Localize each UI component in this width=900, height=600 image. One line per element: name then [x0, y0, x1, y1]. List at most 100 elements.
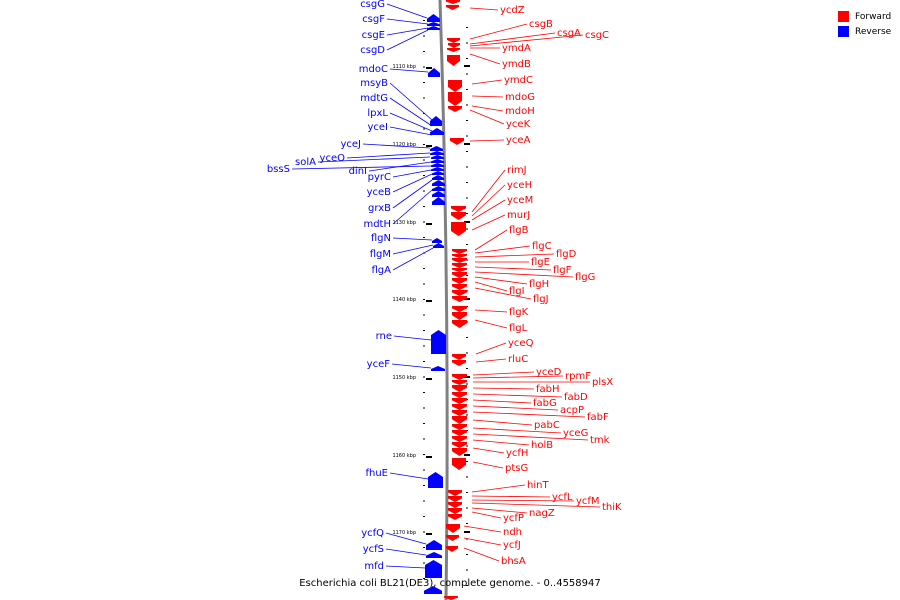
forward-feature	[452, 258, 467, 263]
forward-gene-leader	[471, 511, 502, 519]
reverse-gene-leader	[391, 363, 432, 369]
forward-feature	[446, 546, 458, 552]
genome-backbone	[438, 0, 449, 600]
reverse-gene-label: yceB	[367, 187, 392, 198]
forward-gene-label: yceG	[563, 428, 588, 439]
forward-gene-label: ycfH	[506, 448, 528, 459]
reverse-gene-leader	[389, 472, 429, 480]
reverse-feature	[432, 175, 444, 180]
reverse-gene-leader	[389, 97, 433, 127]
forward-feature	[447, 55, 460, 66]
forward-gene-label: holB	[531, 440, 553, 451]
forward-gene-label: tmk	[590, 435, 610, 446]
forward-feature	[448, 43, 460, 48]
reverse-gene-label: mdoC	[359, 64, 388, 75]
axis-dot	[423, 51, 425, 52]
forward-gene-label: ycfL	[552, 492, 573, 503]
axis-dot	[466, 523, 468, 524]
legend-reverse: Reverse	[838, 24, 891, 39]
forward-gene-label: yceD	[536, 367, 562, 378]
reverse-feature	[430, 128, 444, 135]
scale-tick-mark	[464, 376, 470, 378]
forward-feature	[447, 48, 460, 52]
axis-dot	[423, 314, 425, 316]
reverse-feature	[432, 238, 442, 243]
axis-dot	[423, 392, 425, 393]
forward-gene-label: flgF	[553, 265, 572, 276]
forward-gene-leader	[469, 139, 505, 142]
axis-dot	[466, 73, 468, 75]
reverse-gene-label: yceF	[367, 359, 391, 370]
forward-gene-leader	[472, 461, 504, 469]
axis-dot	[423, 190, 425, 192]
forward-gene-label: murJ	[507, 210, 530, 221]
forward-gene-label: flgG	[575, 272, 595, 283]
axis-dot	[423, 423, 425, 424]
axis-dot	[466, 538, 468, 540]
forward-gene-label: ycfM	[576, 496, 600, 507]
forward-gene-leader	[472, 433, 589, 441]
forward-feature	[448, 508, 462, 514]
forward-gene-label: csgA	[557, 28, 581, 39]
reverse-gene-leader	[392, 173, 433, 193]
reverse-gene-label: flgN	[371, 233, 391, 244]
axis-dot	[466, 507, 468, 509]
axis-dot	[423, 469, 425, 471]
axis-dot	[423, 578, 425, 579]
axis-dot	[466, 120, 468, 121]
reverse-feature	[432, 186, 445, 191]
reverse-gene-leader	[385, 565, 426, 569]
reverse-feature	[433, 243, 444, 248]
forward-gene-leader	[474, 253, 555, 258]
reverse-gene-leader	[392, 244, 434, 255]
reverse-gene-label: csgG	[360, 0, 385, 10]
scale-tick-mark	[426, 378, 432, 380]
reverse-gene-label: mdtG	[360, 93, 388, 104]
forward-feature	[451, 222, 466, 236]
forward-gene-label: fabD	[564, 392, 588, 403]
forward-gene-leader	[471, 169, 506, 213]
forward-gene-leader	[472, 405, 559, 411]
forward-feature	[446, 524, 460, 533]
reverse-gene-leader	[393, 335, 432, 341]
forward-feature	[451, 206, 466, 212]
forward-gene-label: ptsG	[505, 463, 528, 474]
reverse-feature	[431, 330, 446, 354]
forward-gene-leader	[474, 271, 574, 278]
axis-dot	[466, 492, 468, 493]
axis-dot	[466, 476, 468, 478]
forward-feature	[452, 249, 467, 254]
reverse-gene-label: flgM	[370, 249, 391, 260]
forward-gene-label: flgJ	[533, 294, 549, 305]
axis-dot	[423, 345, 425, 347]
scale-tick-label: 1170 kbp	[392, 530, 416, 536]
reverse-gene-label: mdtH	[363, 219, 391, 230]
axis-dot	[466, 569, 468, 571]
scale-tick-label: 1150 kbp	[392, 375, 416, 381]
reverse-gene-leader	[392, 189, 433, 225]
axis-dot	[423, 175, 425, 176]
axis-dot	[466, 151, 468, 152]
reverse-feature	[424, 586, 442, 594]
scale-tick-mark	[426, 145, 432, 147]
reverse-feature	[427, 14, 440, 22]
forward-feature	[448, 490, 462, 496]
forward-feature	[451, 212, 466, 220]
scale-tick-label: 1110 kbp	[392, 64, 416, 70]
axis-dot	[423, 330, 425, 331]
forward-gene-leader	[471, 507, 528, 514]
axis-dot	[466, 135, 468, 137]
forward-gene-leader	[472, 375, 564, 379]
forward-feature	[446, 5, 459, 10]
reverse-gene-leader	[392, 169, 432, 178]
axis-dot	[466, 414, 468, 416]
forward-gene-label: flgK	[509, 307, 529, 318]
forward-gene-label: fabG	[533, 398, 557, 409]
reverse-gene-label: yceI	[367, 122, 388, 133]
forward-feature	[446, 0, 460, 4]
forward-feature	[452, 306, 467, 312]
forward-feature	[452, 430, 467, 436]
forward-gene-leader	[474, 309, 508, 313]
scale-tick-mark	[426, 533, 432, 535]
forward-feature	[452, 398, 467, 404]
